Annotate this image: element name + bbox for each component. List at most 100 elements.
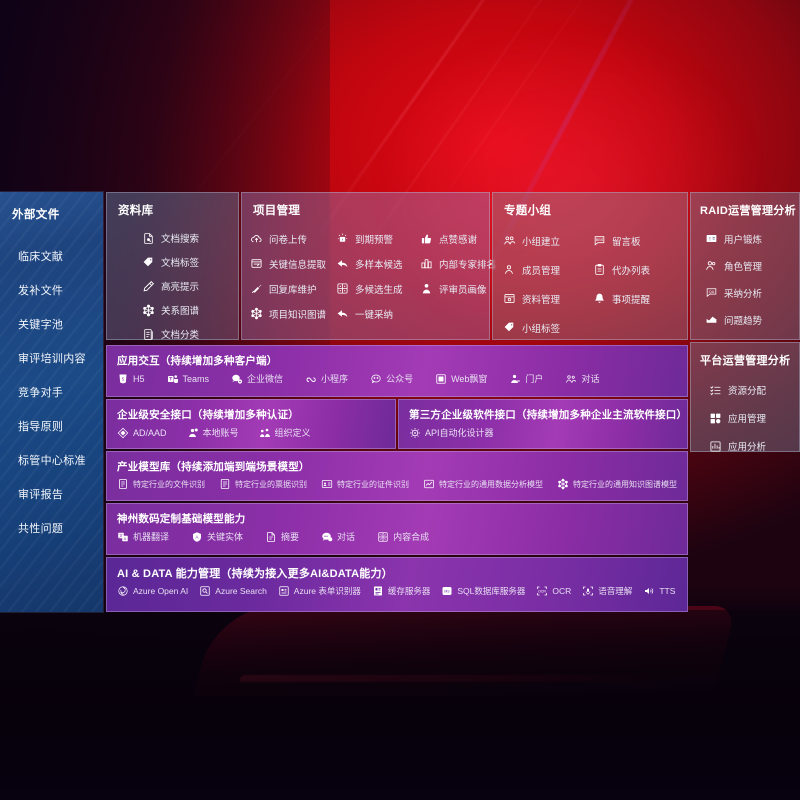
item-project-knowledge-graph[interactable]: 项目知识图谱 [250,301,336,326]
item-document-classify[interactable]: 文档分类 [118,322,238,346]
sidebar-item-review-report[interactable]: 审评报告 [18,489,64,501]
bell-icon [593,292,606,305]
chip-teams[interactable]: Teams [167,373,210,385]
item-resource-allocation[interactable]: 资源分配 [709,376,799,404]
sidebar-item-competitors[interactable]: 竞争对手 [18,387,64,399]
item-material-management[interactable]: 资料管理 [503,284,593,313]
chip-portal[interactable]: 门户 [509,372,543,385]
cache-server-icon [372,585,384,597]
chip-ocr[interactable]: OCR OCR [536,585,571,597]
sidebar-item-clinical-literature[interactable]: 临床文献 [18,251,64,263]
item-issue-trend[interactable]: 问题趋势 [705,306,799,333]
sidebar-item-keyword-pool[interactable]: 关键字池 [18,319,64,331]
item-relation-graph[interactable]: 关系图谱 [118,298,238,322]
sidebar-item-common-issues[interactable]: 共性问题 [18,523,64,535]
chip-speech-understanding[interactable]: 语音理解 [582,585,632,597]
chip-azure-search[interactable]: Azure Search [199,585,267,597]
row-title: 企业级安全接口（持续增加多种认证） [117,409,299,421]
chip-org-definition[interactable]: 组织定义 [259,426,311,439]
chip-chat[interactable]: 对话 [321,530,355,543]
chip-api-designer[interactable]: API自动化设计器 [409,426,494,439]
ocr-icon: OCR [536,585,548,597]
chip-label: 机器翻译 [133,532,170,542]
item-document-search[interactable]: 文档搜索 [118,226,238,250]
chip-file-recognition[interactable]: 特定行业的文件识别 [117,478,205,490]
sidebar: 外部文件 临床文献 发补文件 关键字池 审评培训内容 竞争对手 指导原则 标管中… [0,192,103,612]
chip-wechat-work[interactable]: 企业微信 [231,372,283,385]
item-group-create[interactable]: 小组建立 [503,226,593,255]
item-questionnaire-upload[interactable]: 问卷上传 [250,226,336,251]
item-message-board[interactable]: BBS 留言板 [593,226,687,255]
sidebar-item-supplement-docs[interactable]: 发补文件 [18,285,64,297]
chip-receipt-recognition[interactable]: 特定行业的票据识别 [219,478,307,490]
sidebar-item-review-training[interactable]: 审评培训内容 [18,353,86,365]
item-adoption-analysis[interactable]: QA 采纳分析 [705,279,799,306]
row-title: 神州数码定制基础模型能力 [117,513,246,525]
chip-h5[interactable]: 5 H5 [117,373,145,385]
svg-text:QA: QA [709,290,715,294]
chip-cache-server[interactable]: 缓存服务器 [372,585,431,597]
chip-label: Teams [182,373,210,384]
item-key-info-extract[interactable]: 关键信息提取 [250,251,336,276]
portal-person-icon [509,373,521,385]
id-recognize-icon [321,478,333,490]
chip-mini-program[interactable]: 小程序 [305,372,348,385]
chip-data-analysis-model[interactable]: 特定行业的通用数据分析模型 [423,478,543,490]
chip-summary[interactable]: 摘要 [265,530,299,543]
chip-key-entity[interactable]: A 关键实体 [191,530,243,543]
row-chip-list: Azure Open AI Azure Search Azure 表单识别器 缓… [107,581,687,597]
svg-text:A: A [196,534,199,539]
extract-window-icon [250,257,263,270]
item-label: 资源分配 [728,386,767,397]
tag-icon [142,256,155,269]
item-multi-sample-candidates[interactable]: 多样本候选 [336,251,420,276]
item-label: 资料管理 [522,294,561,306]
sidebar-item-guidelines[interactable]: 指导原则 [18,421,64,433]
sidebar-item-standards-center[interactable]: 标管中心标准 [18,455,86,467]
chip-official-account[interactable]: 公众号 [370,372,413,385]
item-one-click-adopt[interactable]: 一键采纳 [336,301,420,326]
item-label: 内部专家排名 [439,259,497,271]
chip-tts[interactable]: TTS [643,585,675,597]
chip-id-recognition[interactable]: 特定行业的证件识别 [321,478,409,490]
item-role-management[interactable]: 角色管理 [705,252,799,279]
item-app-analytics[interactable]: 应用分析 [709,432,799,460]
search-box-icon [199,585,211,597]
chip-dialog[interactable]: 对话 [565,372,599,385]
item-highlight-hint[interactable]: 高亮提示 [118,274,238,298]
chip-label: 缓存服务器 [387,586,431,596]
item-label: 关系图谱 [161,306,200,317]
chip-knowledge-graph-model[interactable]: 特定行业的通用知识图谱模型 [557,478,677,490]
item-document-tag[interactable]: 文档标签 [118,250,238,274]
chip-label: TTS [659,586,676,596]
item-label: 关键信息提取 [269,259,327,271]
item-label: 到期预警 [355,234,394,246]
item-expiry-alert[interactable]: 到期预警 [336,226,420,251]
chip-azure-open-ai[interactable]: Azure Open AI [117,585,188,597]
chip-web-float-window[interactable]: Web飘窗 [435,372,487,385]
svg-text:5: 5 [122,376,125,381]
item-internal-expert-ranking[interactable]: 内部专家排名 [420,251,496,276]
chip-sql-database-server[interactable]: MS SQL数据库服务器 [441,585,525,597]
card-platform-operations: 平台运营管理分析 资源分配 应用管理 应用分析 [690,342,800,453]
item-group-tag[interactable]: 小组标签 [503,313,593,342]
item-todo-list[interactable]: 代办列表 [593,255,687,284]
item-reply-library-maintain[interactable]: 回复库维护 [250,276,336,301]
item-thanks-like[interactable]: 点赞感谢 [420,226,496,251]
item-label: 用户锻炼 [724,234,763,246]
item-user-training[interactable]: 用户锻炼 [705,225,799,252]
item-label: 项目知识图谱 [269,309,327,321]
chip-local-account[interactable]: 本地账号 [187,426,239,439]
chip-content-synthesis[interactable]: 内容合成 [377,530,429,543]
archive-box-icon [503,292,516,305]
item-reviewer-profile[interactable]: 评审员画像 [420,276,496,301]
chip-ad-aad[interactable]: AD/AAD [117,427,167,439]
chip-azure-form-recognizer[interactable]: Azure 表单识别器 [278,585,361,597]
item-event-reminder[interactable]: 事项提醒 [593,284,687,313]
chip-label: API自动化设计器 [425,428,494,438]
item-member-management[interactable]: 成员管理 [503,255,593,284]
item-app-management[interactable]: 应用管理 [709,404,799,432]
chip-label: OCR [552,586,572,596]
item-multi-candidate-generate[interactable]: 多候选生成 [336,276,420,301]
